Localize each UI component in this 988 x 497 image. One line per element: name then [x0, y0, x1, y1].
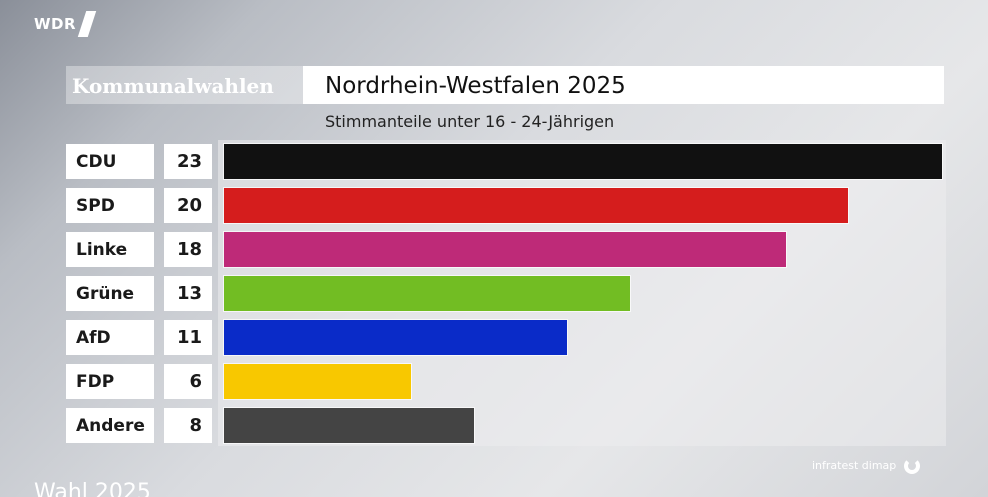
data-label: 18 [164, 232, 212, 267]
category-label: AfD [66, 320, 154, 355]
chart-row: SPD 20 [66, 188, 946, 223]
category-label: Linke [66, 232, 154, 267]
header-bar [66, 66, 944, 104]
category-label: CDU [66, 144, 154, 179]
data-label: 6 [164, 364, 212, 399]
chart-row: Linke 18 [66, 232, 946, 267]
bar [224, 276, 630, 311]
bar [224, 188, 848, 223]
header-label: Kommunalwahlen [72, 74, 274, 98]
wdr-logo: WDR [34, 10, 97, 38]
data-label: 11 [164, 320, 212, 355]
source-credit: infratest dimap [812, 456, 921, 476]
wdr-logo-text: WDR [34, 15, 77, 33]
footer-label: Wahl 2025 [34, 480, 151, 497]
data-label: 23 [164, 144, 212, 179]
bar [224, 320, 567, 355]
chart-row: FDP 6 [66, 364, 946, 399]
bar [224, 144, 942, 179]
category-label: SPD [66, 188, 154, 223]
data-label: 13 [164, 276, 212, 311]
chart-subtitle: Stimmanteile unter 16 - 24-Jährigen [325, 112, 615, 131]
bar [224, 408, 474, 443]
source-text: infratest dimap [812, 459, 897, 472]
wdr-logo-slash-icon [77, 11, 97, 37]
chart-row: AfD 11 [66, 320, 946, 355]
data-label: 8 [164, 408, 212, 443]
chart-row: CDU 23 [66, 144, 946, 179]
chart-row: Andere 8 [66, 408, 946, 443]
infratest-dimap-logo-icon [904, 458, 921, 474]
bar [224, 364, 411, 399]
page-title: Nordrhein-Westfalen 2025 [325, 73, 626, 99]
chart-row: Grüne 13 [66, 276, 946, 311]
category-label: FDP [66, 364, 154, 399]
category-label: Grüne [66, 276, 154, 311]
data-label: 20 [164, 188, 212, 223]
bar [224, 232, 786, 267]
category-label: Andere [66, 408, 154, 443]
